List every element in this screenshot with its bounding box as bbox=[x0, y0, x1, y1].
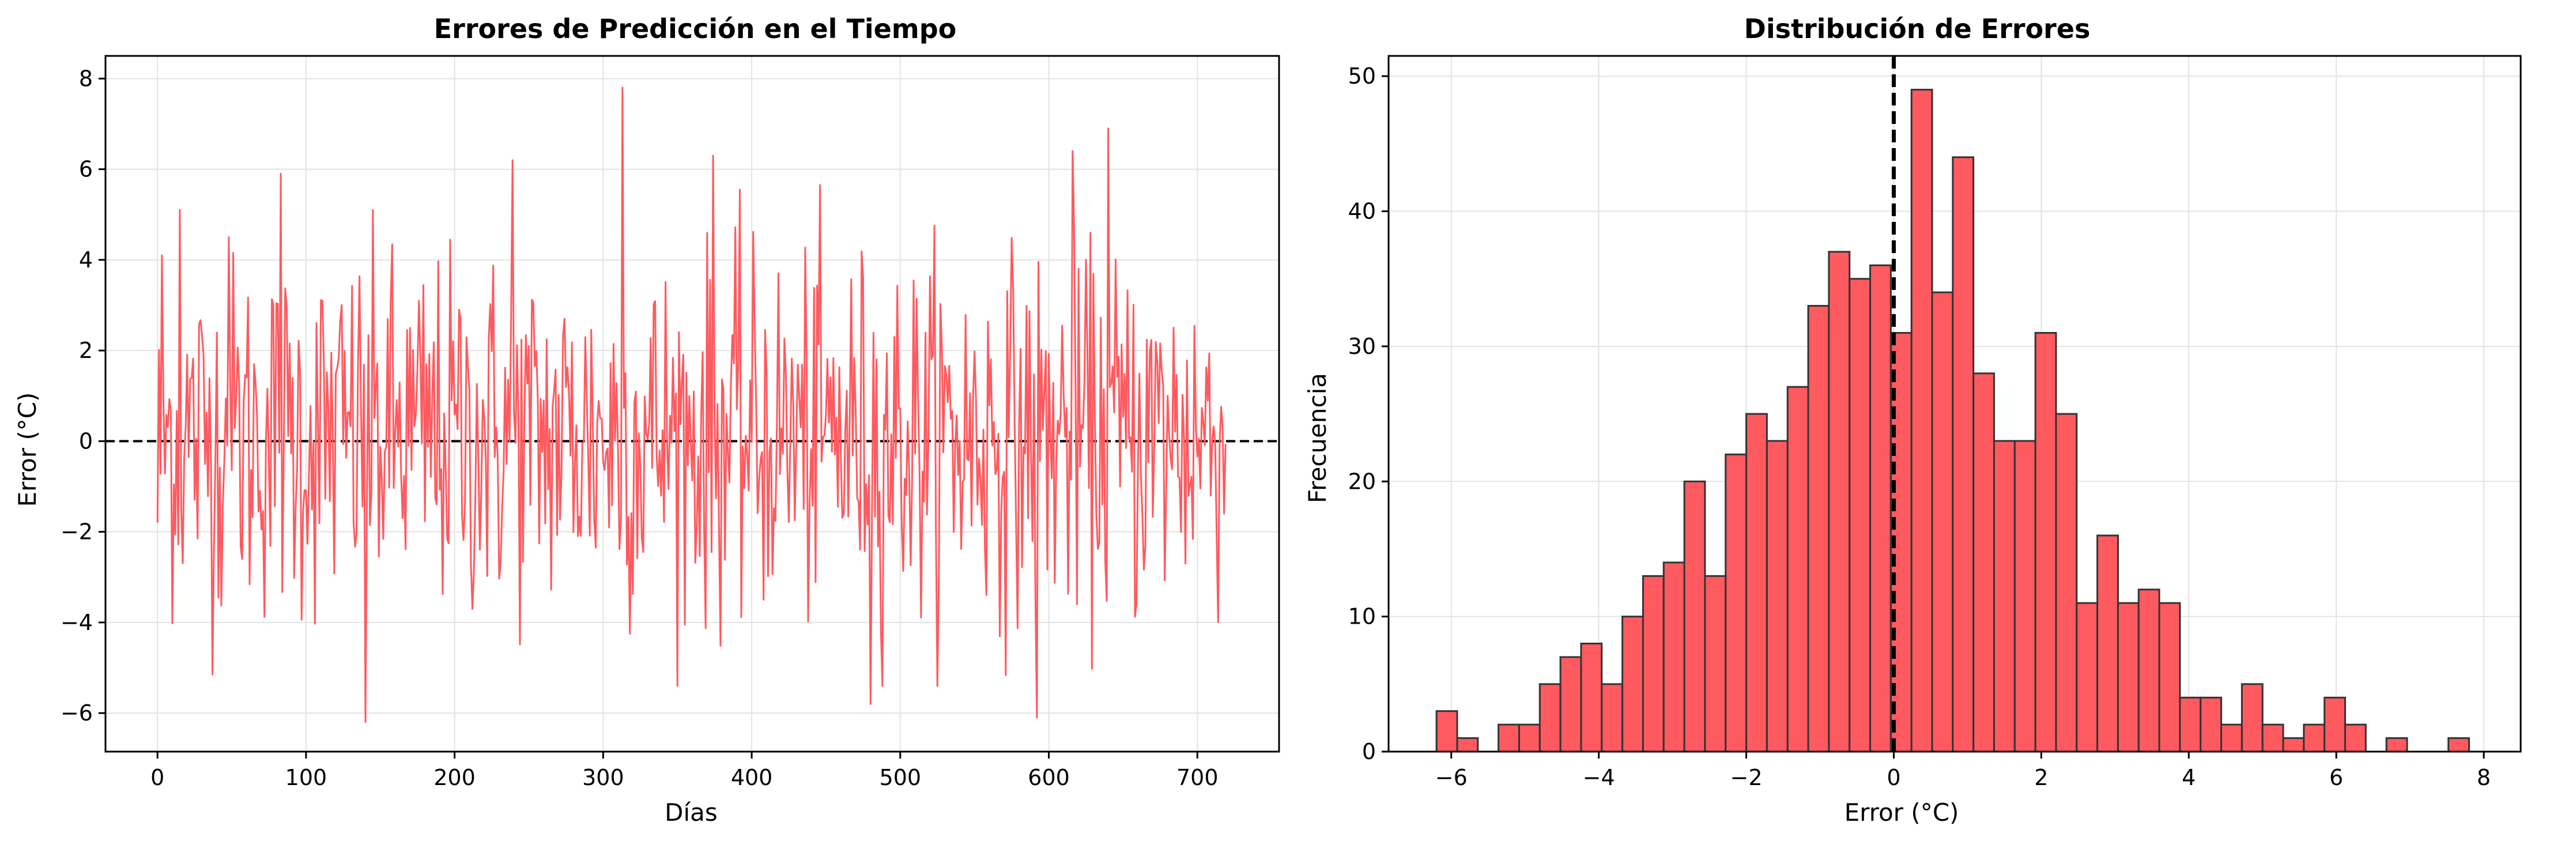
histogram-bar bbox=[1435, 710, 1458, 753]
histogram-bar bbox=[1621, 616, 1644, 753]
histogram-bar bbox=[2034, 331, 2057, 753]
histogram-bar bbox=[2344, 723, 2367, 753]
histogram-bar bbox=[1786, 386, 1809, 753]
histogram-bar bbox=[1580, 643, 1603, 753]
histogram-bar bbox=[1952, 156, 1975, 753]
line-chart-ylabel: Error (°C) bbox=[13, 393, 42, 507]
histogram-bar bbox=[1456, 737, 1479, 753]
line-chart-tick-label-x: 0 bbox=[150, 765, 164, 790]
histogram-bar bbox=[2385, 737, 2408, 753]
histogram-bar bbox=[2241, 683, 2264, 753]
histogram-bar bbox=[1683, 480, 1706, 753]
histogram-bar bbox=[1642, 575, 1665, 753]
histogram-bar bbox=[1725, 453, 1748, 753]
histogram-tick-label-x: −6 bbox=[1435, 765, 1468, 790]
histogram-bar bbox=[2261, 723, 2284, 753]
histogram-bar bbox=[1849, 278, 1871, 753]
histogram-bar bbox=[2220, 723, 2243, 753]
histogram-bar bbox=[1559, 656, 1582, 753]
histogram-bar bbox=[1766, 440, 1789, 753]
histogram-bar bbox=[2137, 589, 2160, 753]
histogram-bar bbox=[2447, 737, 2470, 753]
line-chart-tick-label-x: 200 bbox=[433, 765, 476, 790]
histogram-panel: Distribución de Errores −6 −4 −2 0 2 4 6 8 0 10 20… bbox=[1303, 13, 2522, 827]
histogram-bar bbox=[2076, 602, 2099, 753]
histogram-tick-label-x: −4 bbox=[1583, 765, 1615, 790]
histogram-bar bbox=[1518, 723, 1541, 753]
line-chart-tick-label-y: 4 bbox=[79, 247, 93, 273]
histogram-bar bbox=[1931, 291, 1954, 753]
histogram-xlabel: Error (°C) bbox=[1845, 798, 1959, 827]
histogram-tick-label-x: 0 bbox=[1887, 765, 1900, 790]
error-series-line bbox=[156, 86, 1227, 723]
histogram-bar bbox=[1662, 561, 1685, 753]
line-chart-title: Errores de Predicción en el Tiempo bbox=[434, 13, 957, 44]
histogram-bar bbox=[1745, 413, 1768, 753]
line-chart-frame bbox=[104, 55, 1280, 753]
histogram-bar bbox=[2013, 440, 2036, 753]
histogram-bar bbox=[1601, 683, 1624, 753]
histogram-bar bbox=[1704, 575, 1727, 753]
line-chart-tick-label-y: −6 bbox=[61, 700, 93, 726]
histogram-bar bbox=[1498, 723, 1520, 753]
line-chart-tick-label-y: 2 bbox=[79, 338, 93, 363]
histogram-bar bbox=[2303, 723, 2326, 753]
histogram-bar bbox=[1910, 89, 1933, 753]
histogram-tick-label-y: 20 bbox=[1348, 469, 1376, 494]
line-chart-tick-label-y: −4 bbox=[61, 610, 93, 635]
histogram-bar bbox=[2179, 696, 2202, 753]
histogram-bar bbox=[2324, 696, 2346, 753]
histogram-bar bbox=[2096, 534, 2119, 753]
histogram-bar bbox=[2055, 413, 2078, 753]
line-chart-tick-label-y: 0 bbox=[79, 428, 93, 454]
histogram-tick-label-y: 0 bbox=[1362, 739, 1376, 764]
histogram-tick-label-x: −2 bbox=[1730, 765, 1763, 790]
line-chart-tick-label-y: 8 bbox=[79, 66, 93, 91]
histogram-bars bbox=[1435, 89, 2470, 753]
line-chart-xlabel: Días bbox=[665, 798, 718, 827]
histogram-bar bbox=[1993, 440, 2016, 753]
histogram-tick-label-y: 30 bbox=[1348, 334, 1376, 359]
line-chart-tick-label-x: 700 bbox=[1176, 765, 1219, 790]
histogram-ylabel: Frecuencia bbox=[1303, 373, 1332, 503]
line-chart-ticks: 0 100 200 300 400 500 600 700 −6 −4 −2 0 2 4 6 8 bbox=[61, 66, 1219, 790]
line-chart-tick-label-x: 400 bbox=[731, 765, 773, 790]
line-chart-panel: Errores de Predicción en el Tiempo 0 100 2… bbox=[13, 13, 1280, 827]
histogram-bar bbox=[2282, 737, 2305, 753]
histogram-bar bbox=[1828, 251, 1851, 753]
histogram-bar bbox=[1538, 683, 1562, 753]
histogram-title: Distribución de Errores bbox=[1744, 13, 2091, 44]
line-chart-tick-label-x: 600 bbox=[1028, 765, 1070, 790]
histogram-bar bbox=[1869, 264, 1892, 753]
histogram-bar bbox=[1972, 372, 1995, 753]
line-chart-tick-label-y: −2 bbox=[61, 519, 93, 545]
histogram-tick-label-y: 40 bbox=[1348, 199, 1376, 224]
histogram-frame bbox=[1387, 55, 2522, 753]
histogram-tick-label-x: 4 bbox=[2182, 765, 2196, 790]
histogram-tick-label-x: 2 bbox=[2034, 765, 2048, 790]
histogram-tick-label-y: 50 bbox=[1348, 63, 1376, 89]
line-chart-tick-label-y: 6 bbox=[79, 157, 93, 182]
histogram-tick-label-x: 8 bbox=[2477, 765, 2491, 790]
histogram-tick-label-y: 10 bbox=[1348, 604, 1376, 629]
histogram-bar bbox=[2117, 602, 2140, 753]
histogram-bar bbox=[1807, 305, 1830, 753]
histogram-tick-label-x: 6 bbox=[2329, 765, 2343, 790]
histogram-bar bbox=[2158, 602, 2181, 753]
line-chart-tick-label-x: 500 bbox=[880, 765, 922, 790]
line-chart-tick-label-x: 300 bbox=[582, 765, 624, 790]
histogram-bar bbox=[2200, 696, 2223, 753]
line-chart-tick-label-x: 100 bbox=[285, 765, 327, 790]
histogram-ticks: −6 −4 −2 0 2 4 6 8 0 10 20 30 40 50 bbox=[1348, 63, 2491, 790]
